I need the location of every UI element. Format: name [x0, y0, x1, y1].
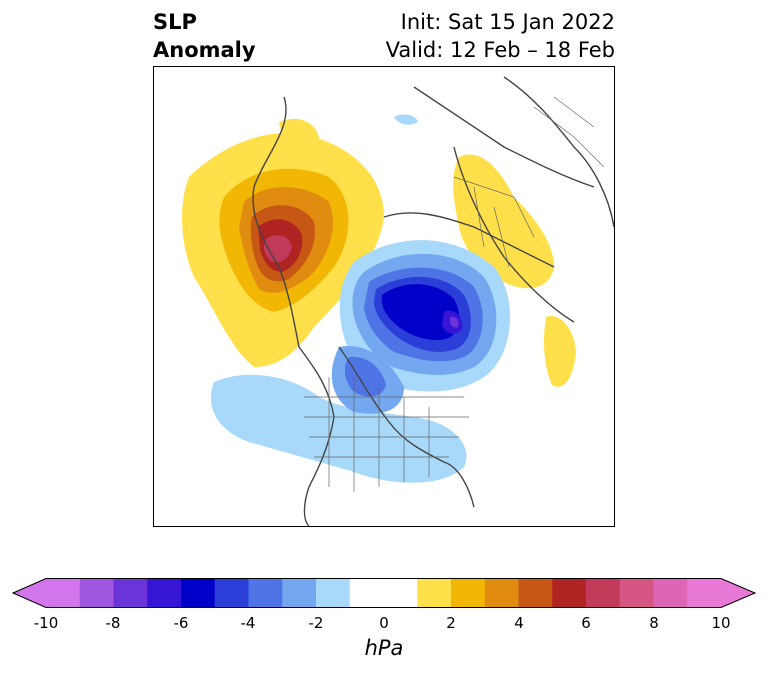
colorbar-segment	[113, 578, 148, 608]
colorbar-segment	[316, 578, 351, 608]
colorbar-tick: 6	[581, 614, 591, 632]
colorbar-under-arrow	[13, 578, 46, 608]
colorbar-tick: 0	[379, 614, 389, 632]
title-line-2: Anomaly	[153, 38, 256, 62]
colorbar-segment	[417, 578, 452, 608]
colorbar-segment	[79, 578, 114, 608]
colorbar-outline	[12, 578, 756, 608]
colorbar-tick: 10	[711, 614, 731, 632]
colorbar-tick: 2	[446, 614, 456, 632]
colorbar-tick: -4	[240, 614, 256, 632]
positive-anomaly-north-pacific	[182, 118, 384, 367]
political-borders	[304, 96, 605, 492]
map-title: SLP Anomaly	[153, 8, 256, 64]
colorbar-segment	[619, 578, 654, 608]
colorbar-segment	[518, 578, 553, 608]
colorbar-segment	[586, 578, 621, 608]
colorbar-segment	[552, 578, 587, 608]
coastlines	[252, 76, 614, 526]
colorbar-segment	[484, 578, 519, 608]
colorbar-tick: -10	[33, 614, 59, 632]
colorbar-segment	[653, 578, 688, 608]
colorbar-tick: -8	[105, 614, 121, 632]
colorbar-tick: 4	[514, 614, 524, 632]
negative-anomaly-arctic	[339, 240, 511, 392]
init-date: Init: Sat 15 Jan 2022	[400, 10, 615, 34]
colorbar-segment	[248, 578, 283, 608]
colorbar-tick: -6	[173, 614, 189, 632]
colorbar-segment	[214, 578, 249, 608]
colorbar	[12, 578, 756, 608]
anomaly-map	[153, 66, 615, 527]
colorbar-over-arrow	[721, 578, 755, 608]
colorbar-segment	[181, 578, 216, 608]
colorbar-tick: 8	[649, 614, 659, 632]
map-canvas	[182, 76, 614, 526]
colorbar-segment	[687, 578, 722, 608]
colorbar-segment	[349, 578, 418, 608]
title-line-1: SLP	[153, 10, 197, 34]
colorbar-segment	[147, 578, 182, 608]
valid-range: Valid: 12 Feb – 18 Feb	[385, 38, 615, 62]
colorbar-segment	[451, 578, 486, 608]
init-valid-info: Init: Sat 15 Jan 2022 Valid: 12 Feb – 18…	[386, 8, 615, 64]
colorbar-segment	[282, 578, 317, 608]
colorbar-segment	[46, 578, 81, 608]
colorbar-unit: hPa	[364, 636, 404, 660]
colorbar-tick: -2	[308, 614, 324, 632]
